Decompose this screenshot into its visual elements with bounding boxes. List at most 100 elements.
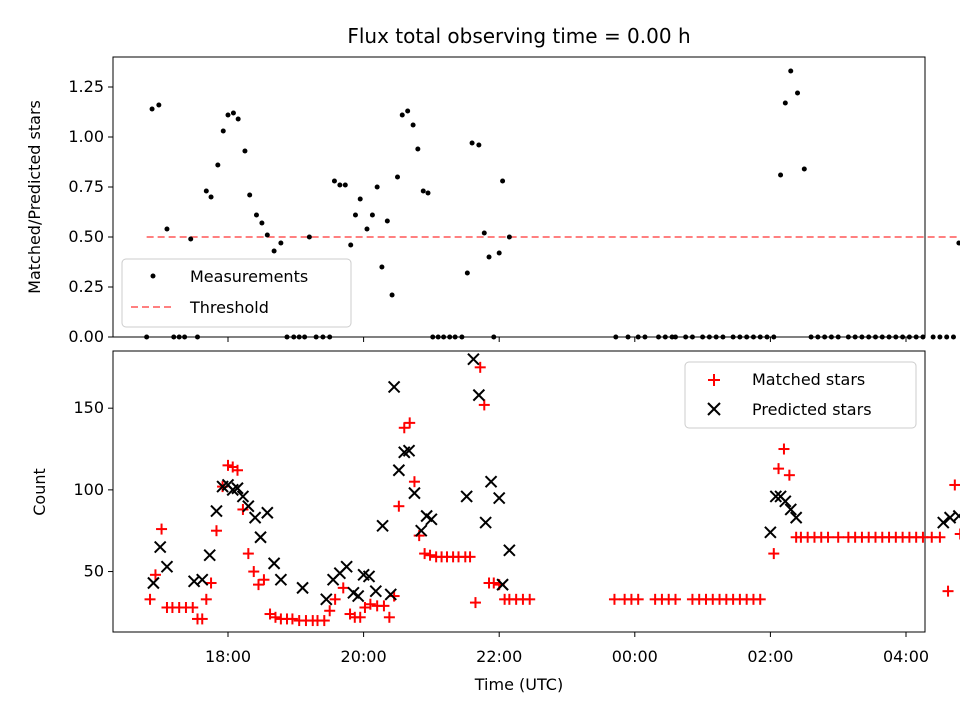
data-point: [383, 611, 395, 623]
data-point: [469, 597, 481, 609]
data-point: [247, 192, 253, 198]
data-point: [764, 526, 777, 539]
data-point: [795, 90, 801, 96]
data-point: [410, 122, 416, 128]
data-point: [425, 513, 438, 526]
data-point: [156, 102, 162, 108]
data-point: [395, 174, 400, 180]
bottom-y-axis-label: Count: [30, 468, 49, 516]
data-point: [700, 334, 706, 340]
data-point: [632, 593, 644, 605]
data-point: [261, 506, 274, 519]
data-point: [369, 584, 383, 598]
data-point: [672, 334, 678, 340]
data-point: [503, 544, 516, 557]
data-point: [886, 334, 892, 340]
data-point: [635, 334, 641, 340]
data-point: [274, 573, 288, 586]
top-axes: Flux total observing time = 0.00 h Match…: [25, 24, 960, 346]
chart-title: Flux total observing time = 0.00 h: [347, 24, 690, 48]
data-point: [488, 577, 500, 589]
data-point: [291, 334, 297, 340]
data-point: [893, 334, 899, 340]
data-point: [769, 490, 783, 503]
data-point: [231, 464, 243, 476]
data-point: [425, 190, 431, 196]
top-y-axis-label: Matched/Predicted stars: [25, 100, 44, 294]
data-point: [320, 334, 326, 340]
legend-measurements-label: Measurements: [190, 267, 308, 286]
data-point: [613, 334, 619, 340]
data-point: [866, 334, 872, 340]
data-point: [351, 589, 365, 603]
data-point: [340, 560, 353, 573]
data-point: [447, 334, 453, 340]
data-point: [656, 334, 662, 340]
bottom-axes: Count Time (UTC) 50 100 150 18:00 20:00 22:00…: [30, 350, 960, 694]
data-point: [934, 531, 946, 543]
data-point: [944, 334, 950, 340]
data-point: [248, 566, 260, 578]
data-point: [608, 593, 620, 605]
data-point: [387, 380, 401, 394]
data-point: [754, 593, 766, 605]
x-axis-label: Time (UTC): [474, 675, 563, 694]
data-point: [492, 491, 506, 505]
data-point: [384, 588, 397, 601]
data-point: [302, 334, 308, 340]
data-point: [706, 334, 712, 340]
data-point: [384, 218, 390, 224]
data-point: [464, 270, 470, 276]
data-point: [271, 248, 277, 254]
data-point: [369, 212, 375, 218]
bottom-x-tick-label: 18:00: [205, 647, 251, 666]
data-point: [144, 334, 150, 340]
data-point: [324, 605, 336, 617]
data-point: [822, 531, 834, 543]
data-point: [149, 569, 161, 581]
bottom-axes-frame: [112, 350, 926, 633]
top-axes-frame: [112, 56, 926, 338]
data-point: [208, 194, 214, 200]
data-point: [225, 112, 231, 118]
data-point: [378, 600, 390, 612]
data-point: [845, 334, 851, 340]
data-point: [420, 188, 426, 194]
data-point: [484, 475, 498, 488]
data-point: [342, 182, 348, 188]
top-y-tick-label: 0.00: [68, 327, 104, 346]
data-point: [318, 615, 330, 627]
legend-predicted-label: Predicted stars: [752, 400, 872, 419]
bottom-x-tick-label: 22:00: [476, 647, 522, 666]
data-point: [464, 551, 476, 563]
data-point: [210, 525, 222, 537]
data-point: [327, 334, 333, 340]
top-y-tick-label: 0.50: [68, 227, 104, 246]
data-point: [835, 334, 841, 340]
top-y-tick-label: 1.25: [68, 77, 104, 96]
data-point: [415, 524, 428, 537]
data-point: [331, 178, 337, 184]
data-point: [196, 613, 208, 625]
data-point: [479, 516, 492, 529]
data-point: [782, 100, 788, 106]
data-point: [357, 196, 363, 202]
data-point: [187, 601, 199, 613]
data-point: [920, 334, 926, 340]
data-point: [789, 511, 803, 524]
data-point: [376, 519, 389, 533]
data-point: [164, 226, 170, 232]
data-point: [913, 334, 919, 340]
data-point: [253, 579, 265, 591]
data-point: [402, 444, 416, 457]
data-point: [852, 334, 858, 340]
data-point: [496, 250, 502, 256]
data-point: [286, 613, 298, 625]
data-point: [815, 334, 821, 340]
bottom-x-tick-label: 00:00: [612, 647, 658, 666]
data-point: [253, 212, 259, 218]
data-point: [242, 548, 254, 560]
data-point: [296, 581, 309, 595]
data-point: [730, 334, 736, 340]
